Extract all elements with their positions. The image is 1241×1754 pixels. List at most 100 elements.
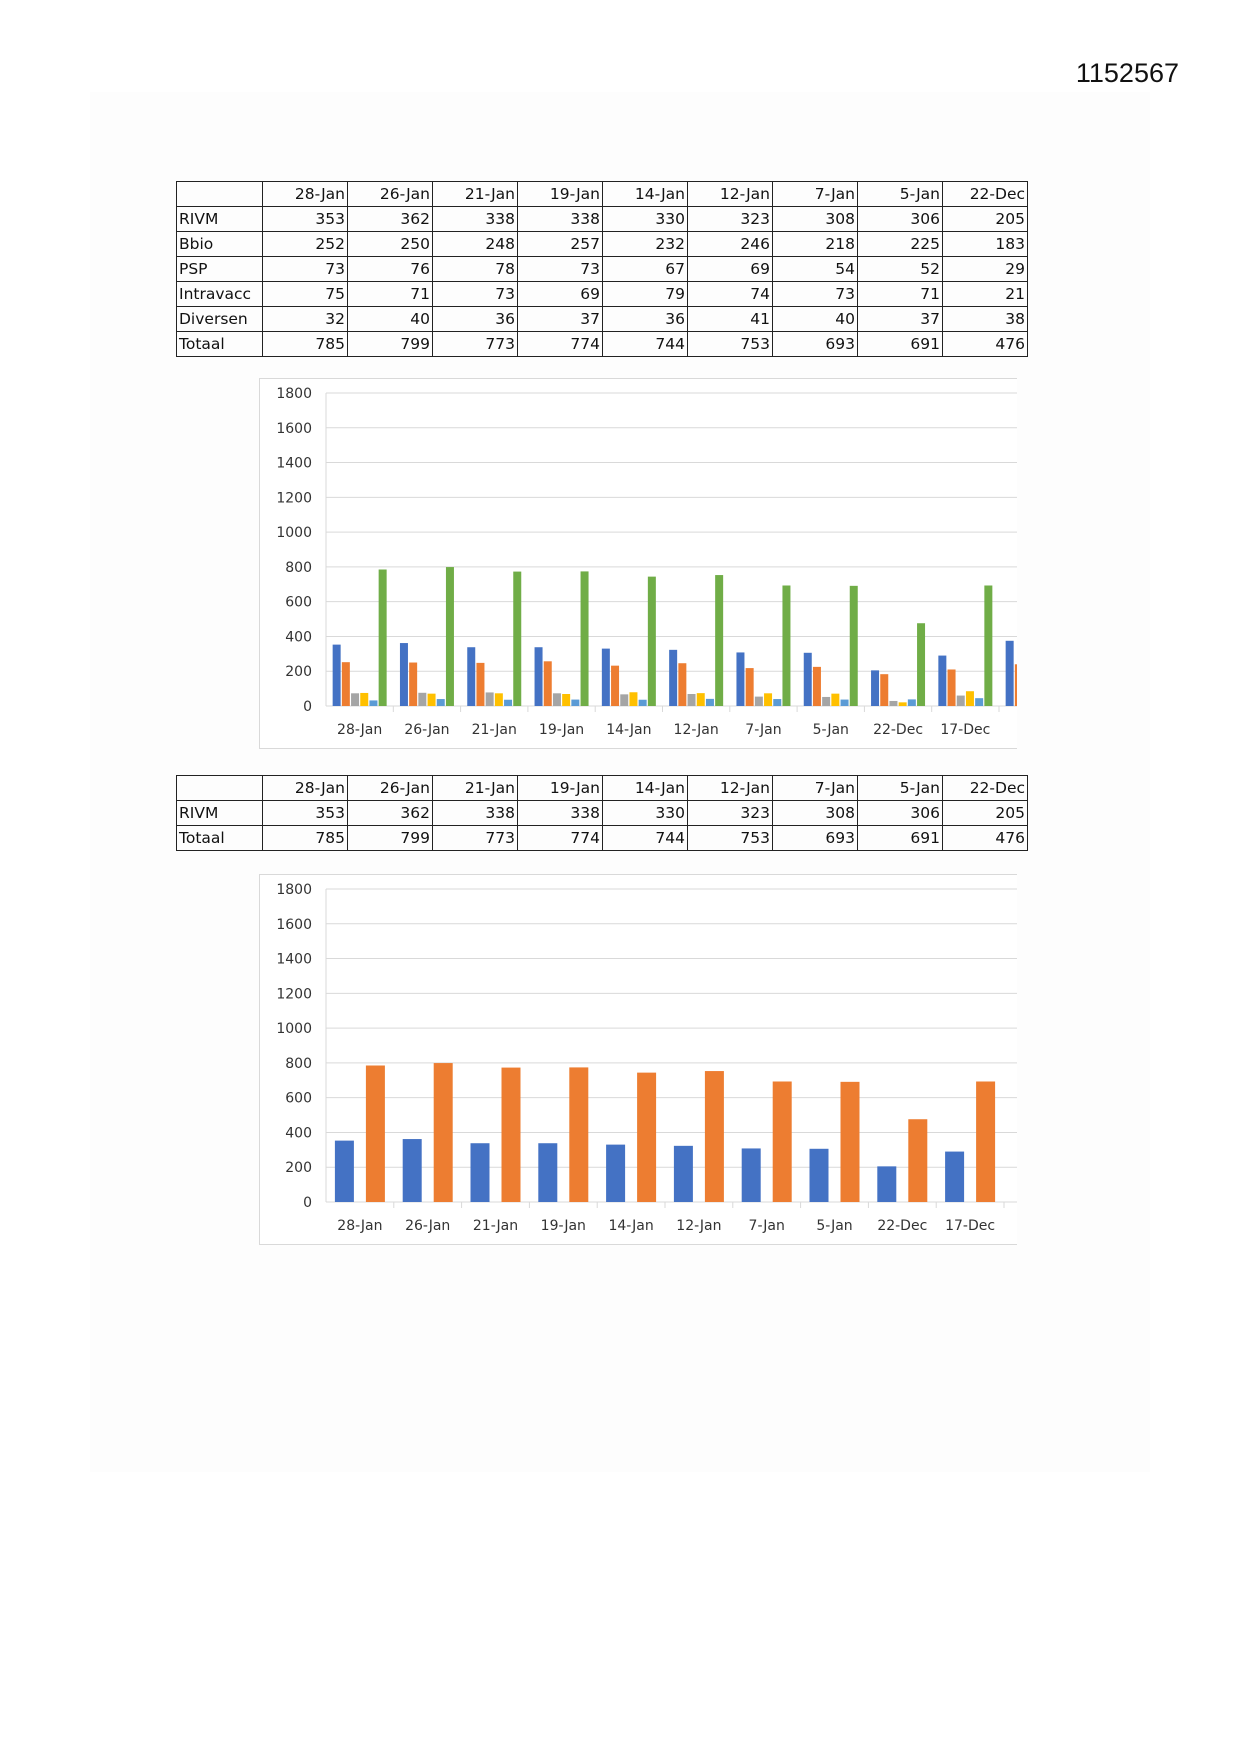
y-tick-label: 200 [285,664,312,680]
table-cell: 306 [857,206,943,232]
table-cell: 306 [857,800,943,826]
bar-rivm [332,644,341,706]
y-tick-label: 1600 [276,421,312,437]
table-row-label: RIVM [176,800,263,826]
table-cell: 73 [432,281,518,307]
x-tick-label: 19-Jan [539,722,584,738]
bar-totaal [849,585,858,706]
bar-rivm [809,1148,829,1202]
table-cell: 40 [347,306,433,332]
table-row: Totaal 785 799 773 774 744 753 693 691 476 [176,331,1028,357]
x-tick-label: 14-Jan [606,722,651,738]
bar-bbio [409,662,418,706]
table-cell: 78 [432,256,518,282]
bar-psp [620,694,629,706]
table-cell: 74 [687,281,773,307]
table-row-label: Bbio [176,231,263,257]
y-tick-label: 1200 [276,490,312,506]
bar-totaal [917,623,926,706]
table-cell: 32 [262,306,348,332]
table-cell: 21 [942,281,1028,307]
table-cell: 73 [772,281,858,307]
x-tick-label: 28-Jan [337,722,382,738]
bar-totaal [908,1119,928,1202]
bar-intravacc [764,693,773,706]
bar-totaal [984,585,993,706]
table-header-cell: 12-Jan [687,775,773,801]
table-row-label: Totaal [176,331,263,357]
table-row: RIVM 353 362 338 338 330 323 308 306 205 [176,800,1028,826]
bar-totaal [637,1072,657,1202]
table-row-label: RIVM [176,206,263,232]
bar-rivm [601,648,610,706]
table-header-cell: 21-Jan [432,775,518,801]
table-row-label: Diversen [176,306,263,332]
chart-1-svg: 0 200 400 600 800 1000 1200 1400 1600 1800 28-Jan 2… [276,386,1017,738]
table-row: RIVM 353 362 338 338 330 323 308 306 205 [176,206,1028,232]
bar-bbio [476,662,485,706]
table-corner-cell [176,181,263,207]
table-cell: 37 [857,306,943,332]
data-table-all-sources: 28-Jan 26-Jan 21-Jan 19-Jan 14-Jan 12-Jan 7-Ja… [176,181,1028,357]
bar-diversen [840,699,849,706]
document-number: 1152567 [1075,58,1179,88]
y-tick-label: 200 [285,1160,312,1176]
bar-totaal [976,1081,996,1202]
bar-bbio [745,668,754,706]
y-tick-label: 800 [285,1056,312,1072]
bar-diversen [907,699,916,706]
bar-bbio [947,669,956,706]
table-cell: 246 [687,231,773,257]
table-cell: 40 [772,306,858,332]
table-cell: 41 [687,306,773,332]
bar-totaal [704,1071,724,1202]
table-header-cell: 28-Jan [262,775,348,801]
table-cell: 799 [347,331,433,357]
bar-psp [418,692,427,706]
table-cell: 338 [432,206,518,232]
bar-psp [956,695,965,706]
bar-totaal [772,1081,792,1202]
table-row-label: Totaal [176,825,263,851]
table-row: Intravacc 75 71 73 69 79 74 73 71 21 [176,281,1028,307]
bar-psp [552,693,561,706]
bar-totaal [378,569,387,706]
bar-rivm [871,670,880,706]
bar-intravacc [831,693,840,706]
bar-rivm [736,652,745,706]
table-cell: 252 [262,231,348,257]
bar-diversen [504,699,513,706]
y-tick-label: 600 [285,595,312,611]
table-cell: 774 [517,331,603,357]
bar-bbio [678,663,687,706]
bar-diversen [975,698,984,706]
y-tick-label: 1800 [276,386,312,402]
table-cell: 353 [262,206,348,232]
x-tick-label: 5-Jan [816,1218,852,1234]
y-tick-label: 800 [285,560,312,576]
x-tick-label: 5-Jan [813,722,849,738]
table-cell: 71 [857,281,943,307]
table-cell: 353 [262,800,348,826]
x-tick-label: 17-Dec [940,722,990,738]
table-cell: 36 [602,306,688,332]
x-tick-label: 26-Jan [404,722,449,738]
table-cell: 38 [942,306,1028,332]
bar-chart-rivm-totaal: 0 200 400 600 800 1000 1200 1400 1600 1800 28-Jan 2… [259,874,1017,1245]
table-header-cell: 5-Jan [857,181,943,207]
table-cell: 71 [347,281,433,307]
table-cell: 73 [517,256,603,282]
y-tick-label: 400 [285,1125,312,1141]
y-tick-label: 1600 [276,917,312,933]
bar-psp [889,700,898,706]
bar-bbio [1014,664,1017,706]
table-row: Totaal 785 799 773 774 744 753 693 691 476 [176,825,1028,851]
table-cell: 330 [602,206,688,232]
table-cell: 218 [772,231,858,257]
y-tick-label: 0 [303,699,312,715]
table-cell: 75 [262,281,348,307]
table-cell: 205 [942,206,1028,232]
bar-intravacc [494,693,503,706]
table-header-cell: 14-Jan [602,181,688,207]
bar-diversen [436,699,445,706]
